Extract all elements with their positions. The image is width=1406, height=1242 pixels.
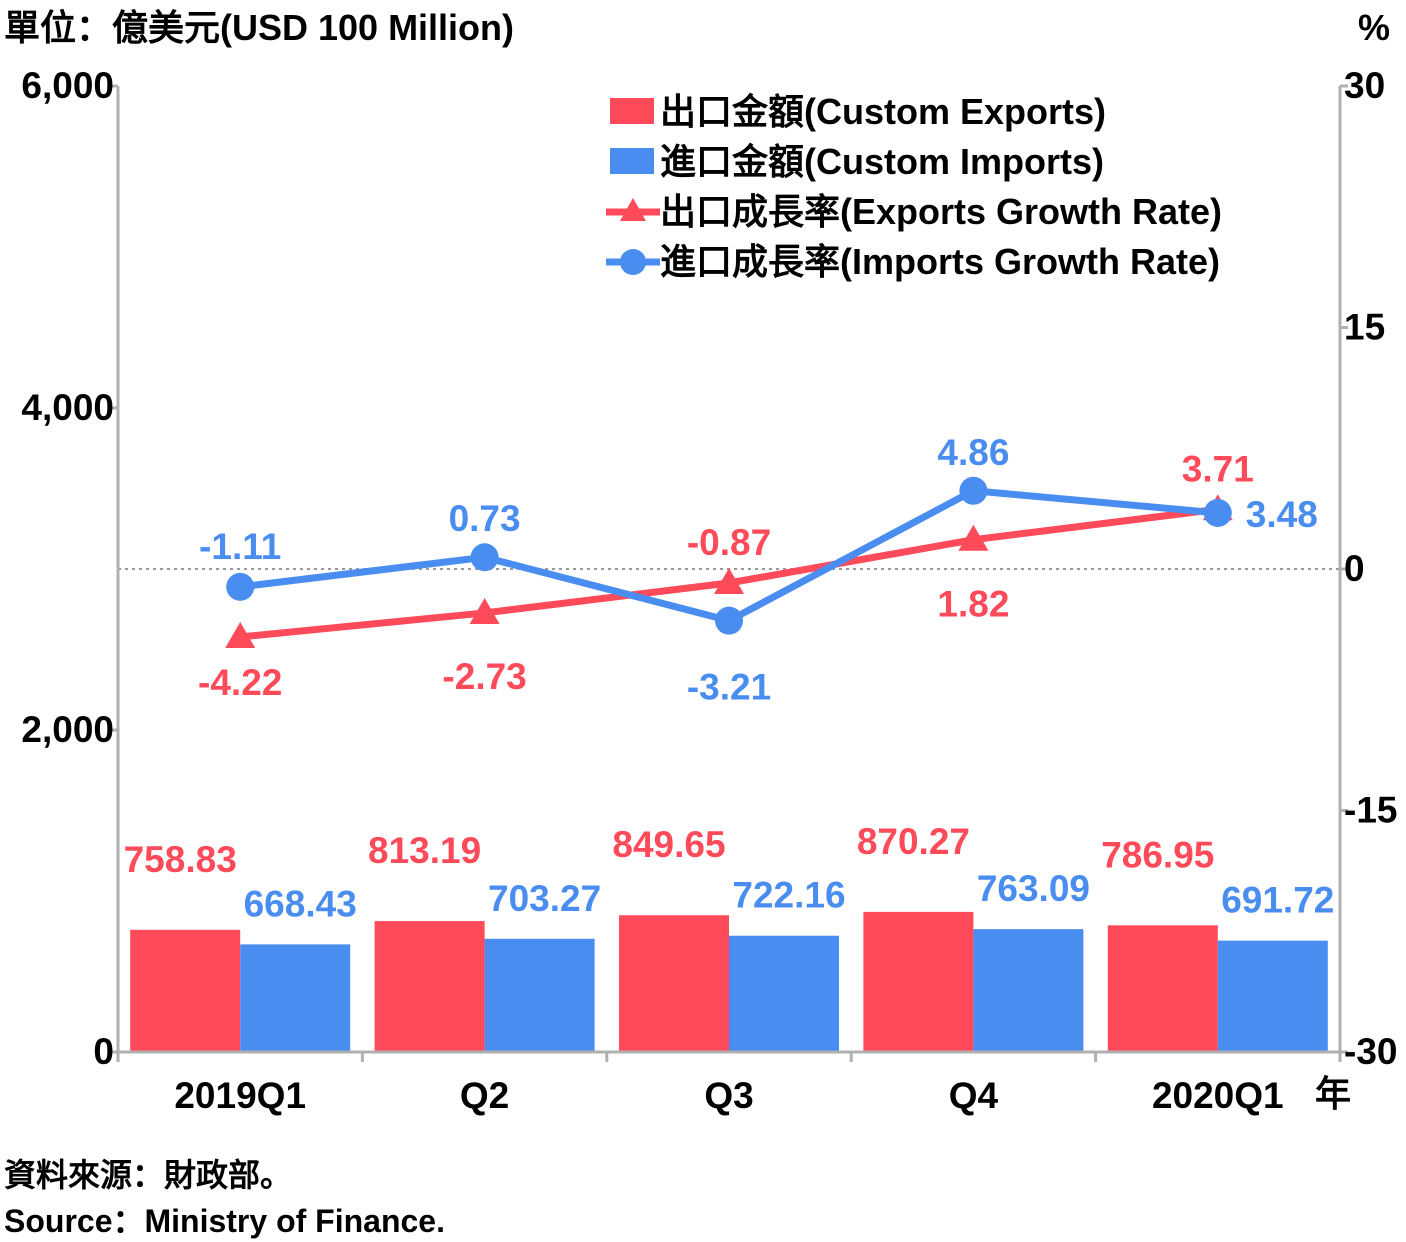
right-tick-label: -15 (1344, 790, 1397, 831)
export-growth-marker (469, 597, 500, 624)
left-tick-label: 2,000 (21, 709, 114, 750)
legend-label: 出口金額(Custom Exports) (660, 91, 1106, 132)
export-growth-label: -2.73 (442, 656, 526, 697)
export-bar (374, 921, 485, 1052)
import-bar (240, 944, 351, 1052)
export-bar-label: 786.95 (1101, 834, 1214, 875)
export-bar-label: 813.19 (368, 830, 481, 871)
legend-marker-imports-growth (620, 249, 646, 275)
x-tick-label: Q4 (949, 1075, 999, 1116)
export-bar (619, 915, 729, 1052)
import-growth-marker (226, 572, 255, 601)
legend-marker-exports-growth (620, 198, 646, 221)
import-growth-label: 0.73 (449, 498, 521, 539)
export-bar-label: 758.83 (124, 839, 237, 880)
year-label: 年 (1315, 1073, 1351, 1114)
right-axis-unit: % (1358, 7, 1390, 48)
x-tick-label: Q3 (704, 1075, 753, 1116)
source-zh: 資料來源：財政部。 (4, 1157, 292, 1193)
import-growth-marker (1203, 498, 1232, 527)
left-tick-label: 6,000 (21, 65, 114, 106)
export-bar-label: 870.27 (857, 821, 970, 862)
import-bar-label: 722.16 (732, 875, 845, 916)
legend-swatch-exports (610, 98, 654, 124)
export-bar (1107, 925, 1218, 1052)
export-growth-label: 3.71 (1182, 448, 1254, 489)
right-tick-label: -30 (1344, 1031, 1397, 1072)
left-tick-label: 0 (93, 1031, 114, 1072)
axes: 0 2,000 4,000 6,000 -30 -15 0 15 30 2019Q1 Q2 Q3 Q4 2… (21, 65, 1397, 1116)
export-growth-label: 1.82 (937, 584, 1009, 625)
import-growth-label: 4.86 (937, 432, 1009, 473)
import-growth-marker (959, 476, 988, 505)
import-growth-label: -1.11 (199, 526, 281, 567)
x-tick-label: Q2 (460, 1075, 509, 1116)
export-growth-label: -4.22 (198, 662, 282, 703)
left-axis-unit: 單位：億美元(USD 100 Million) (4, 7, 514, 48)
legend-label: 進口金額(Custom Imports) (660, 141, 1104, 182)
source-en: Source：Ministry of Finance. (4, 1203, 445, 1239)
import-bar-label: 668.43 (244, 883, 357, 924)
left-tick-label: 4,000 (21, 387, 114, 428)
export-growth-marker (958, 524, 989, 551)
bars (130, 911, 1328, 1052)
import-bar-label: 703.27 (488, 878, 601, 919)
export-growth-marker (225, 621, 256, 648)
import-bar-label: 691.72 (1221, 880, 1334, 921)
import-bar (1217, 940, 1328, 1052)
right-tick-label: 0 (1344, 548, 1365, 589)
legend-label: 進口成長率(Imports Growth Rate) (660, 241, 1220, 282)
import-bar-label: 763.09 (977, 868, 1090, 909)
lines (225, 476, 1233, 648)
import-growth-marker (470, 543, 499, 572)
legend-label: 出口成長率(Exports Growth Rate) (660, 191, 1222, 232)
legend: 出口金額(Custom Exports) 進口金額(Custom Imports)… (606, 91, 1222, 282)
export-bar (130, 929, 241, 1052)
import-growth-label: 3.48 (1246, 494, 1318, 535)
export-growth-marker (714, 568, 744, 595)
x-tick-label: 2020Q1 (1152, 1075, 1284, 1116)
import-growth-marker (715, 606, 743, 635)
export-bar-label: 849.65 (612, 824, 725, 865)
export-growth-label: -0.87 (687, 522, 771, 563)
import-bar (729, 935, 839, 1052)
import-bar (484, 938, 595, 1052)
export-bar (863, 911, 974, 1052)
right-tick-label: 30 (1344, 65, 1385, 106)
x-tick-label: 2019Q1 (174, 1075, 306, 1116)
import-growth-label: -3.21 (687, 667, 771, 708)
legend-swatch-imports (610, 148, 654, 174)
right-tick-label: 15 (1344, 307, 1385, 348)
import-bar (973, 929, 1084, 1052)
